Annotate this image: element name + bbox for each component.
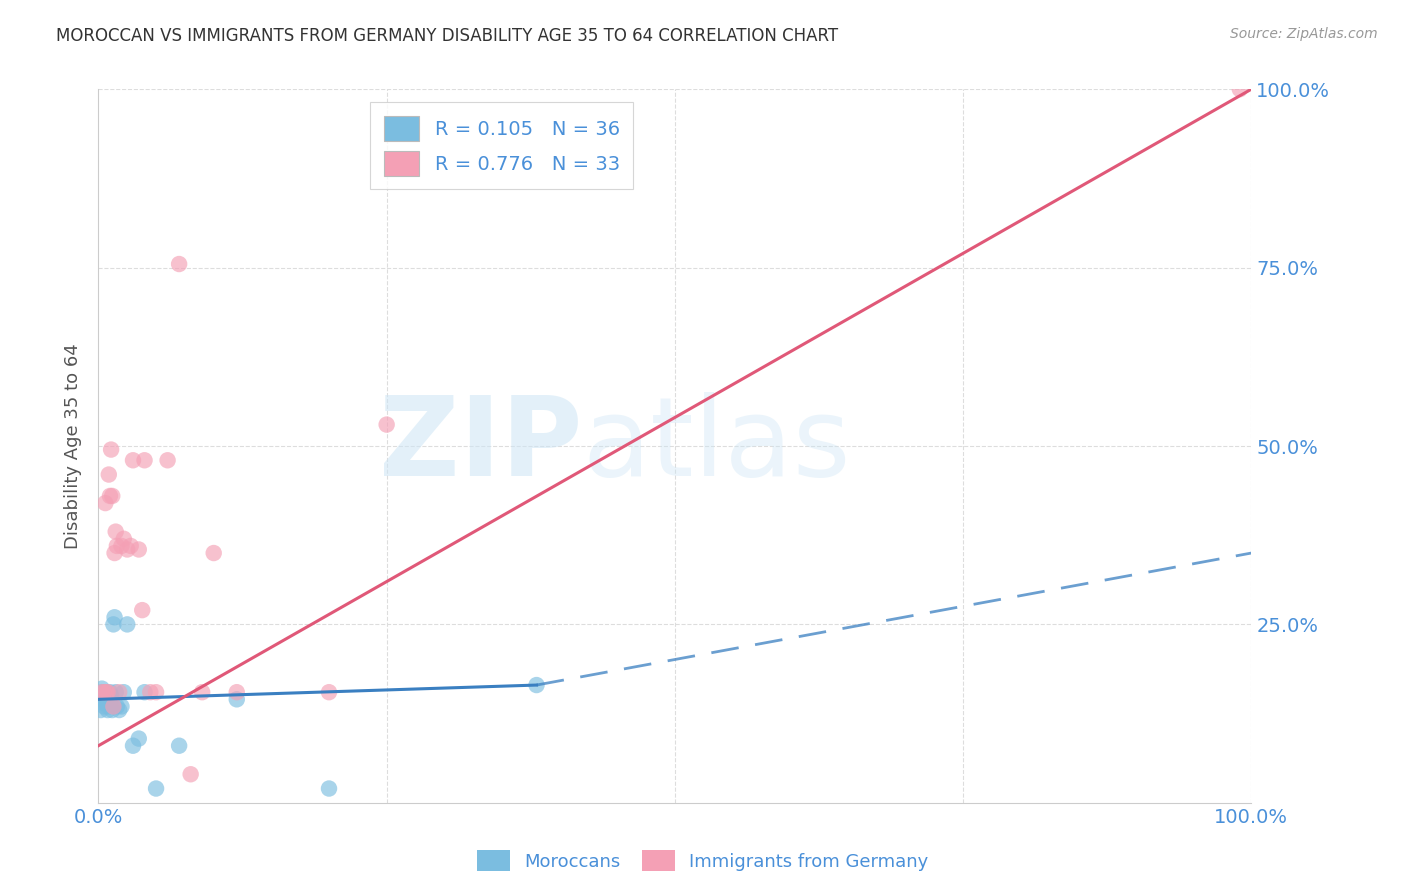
Point bbox=[101, 489, 124, 503]
Point bbox=[131, 603, 153, 617]
Point bbox=[375, 417, 398, 432]
Text: Source: ZipAtlas.com: Source: ZipAtlas.com bbox=[1230, 27, 1378, 41]
Point bbox=[120, 539, 142, 553]
Point bbox=[93, 699, 115, 714]
Point bbox=[98, 685, 121, 699]
Point bbox=[1229, 82, 1251, 96]
Text: MOROCCAN VS IMMIGRANTS FROM GERMANY DISABILITY AGE 35 TO 64 CORRELATION CHART: MOROCCAN VS IMMIGRANTS FROM GERMANY DISA… bbox=[56, 27, 838, 45]
Point bbox=[117, 542, 139, 557]
Point bbox=[526, 678, 548, 692]
Point bbox=[100, 692, 122, 706]
Point bbox=[91, 696, 114, 710]
Point bbox=[108, 685, 131, 699]
Point bbox=[225, 692, 247, 706]
Point bbox=[90, 685, 112, 699]
Point bbox=[97, 703, 120, 717]
Point bbox=[103, 610, 125, 624]
Point bbox=[96, 696, 118, 710]
Legend: R = 0.105   N = 36, R = 0.776   N = 33: R = 0.105 N = 36, R = 0.776 N = 33 bbox=[371, 103, 633, 189]
Point bbox=[112, 685, 135, 699]
Point bbox=[97, 692, 120, 706]
Point bbox=[167, 739, 190, 753]
Point bbox=[134, 685, 156, 699]
Point bbox=[96, 685, 118, 699]
Point bbox=[167, 257, 190, 271]
Point bbox=[97, 467, 120, 482]
Point bbox=[104, 685, 127, 699]
Point bbox=[110, 539, 132, 553]
Point bbox=[90, 681, 112, 696]
Point bbox=[128, 731, 150, 746]
Point bbox=[112, 532, 135, 546]
Point bbox=[94, 689, 117, 703]
Y-axis label: Disability Age 35 to 64: Disability Age 35 to 64 bbox=[65, 343, 83, 549]
Point bbox=[145, 685, 167, 699]
Point bbox=[93, 685, 115, 699]
Text: ZIP: ZIP bbox=[380, 392, 582, 500]
Point bbox=[93, 692, 115, 706]
Point bbox=[103, 617, 125, 632]
Point bbox=[105, 699, 128, 714]
Point bbox=[318, 781, 340, 796]
Legend: Moroccans, Immigrants from Germany: Moroccans, Immigrants from Germany bbox=[470, 843, 936, 879]
Point bbox=[104, 524, 127, 539]
Point bbox=[318, 685, 340, 699]
Point bbox=[98, 489, 121, 503]
Point bbox=[128, 542, 150, 557]
Point bbox=[122, 453, 145, 467]
Point bbox=[94, 496, 117, 510]
Point bbox=[139, 685, 162, 699]
Point bbox=[97, 699, 120, 714]
Point bbox=[103, 699, 125, 714]
Point bbox=[91, 692, 114, 706]
Point bbox=[100, 442, 122, 457]
Point bbox=[145, 781, 167, 796]
Point bbox=[90, 703, 112, 717]
Point bbox=[100, 689, 122, 703]
Point bbox=[97, 689, 120, 703]
Point bbox=[225, 685, 247, 699]
Point bbox=[191, 685, 214, 699]
Point bbox=[98, 696, 121, 710]
Point bbox=[117, 617, 139, 632]
Point bbox=[101, 703, 124, 717]
Point bbox=[134, 453, 156, 467]
Point bbox=[96, 692, 118, 706]
Text: atlas: atlas bbox=[582, 392, 851, 500]
Point bbox=[156, 453, 179, 467]
Point bbox=[180, 767, 202, 781]
Point bbox=[202, 546, 225, 560]
Point bbox=[122, 739, 145, 753]
Point bbox=[90, 685, 112, 699]
Point bbox=[110, 699, 132, 714]
Point bbox=[103, 546, 125, 560]
Point bbox=[97, 685, 120, 699]
Point bbox=[94, 685, 117, 699]
Point bbox=[105, 539, 128, 553]
Point bbox=[108, 703, 131, 717]
